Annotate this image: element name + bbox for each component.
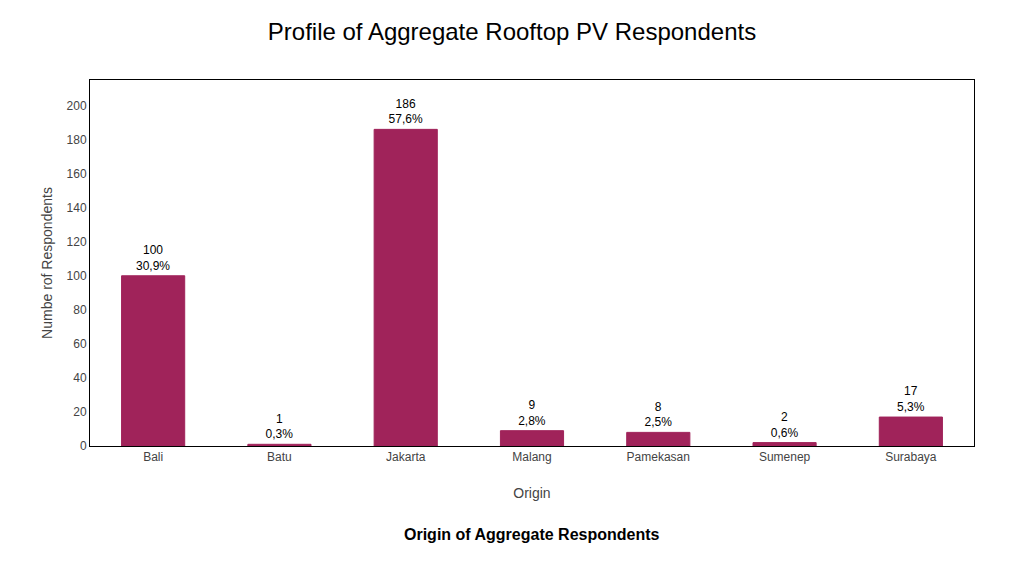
svg-text:82,5%: 82,5% <box>644 400 672 430</box>
svg-text:0: 0 <box>80 439 87 453</box>
svg-text:10,3%: 10,3% <box>266 412 294 442</box>
svg-text:18657,6%: 18657,6% <box>389 97 423 127</box>
svg-text:Pamekasan: Pamekasan <box>627 450 690 464</box>
svg-text:140: 140 <box>67 201 87 215</box>
svg-text:Malang: Malang <box>512 450 551 464</box>
svg-text:Batu: Batu <box>267 450 292 464</box>
svg-text:Jakarta: Jakarta <box>386 450 426 464</box>
svg-text:Origin of Aggregate Respondent: Origin of Aggregate Respondents <box>404 526 660 543</box>
svg-text:Bali: Bali <box>143 450 163 464</box>
svg-text:Numbe rof Respondents: Numbe rof Respondents <box>39 187 55 339</box>
svg-text:60: 60 <box>73 337 87 351</box>
svg-text:40: 40 <box>73 371 87 385</box>
svg-text:175,3%: 175,3% <box>897 384 925 414</box>
svg-text:180: 180 <box>67 133 87 147</box>
svg-text:92,8%: 92,8% <box>518 398 546 428</box>
svg-text:100: 100 <box>67 269 87 283</box>
svg-text:20,6%: 20,6% <box>771 410 799 440</box>
svg-text:10030,9%: 10030,9% <box>136 243 170 273</box>
svg-text:Profile of Aggregate Rooftop P: Profile of Aggregate Rooftop PV Responde… <box>268 18 756 45</box>
svg-text:120: 120 <box>67 235 87 249</box>
svg-text:160: 160 <box>67 167 87 181</box>
svg-text:80: 80 <box>73 303 87 317</box>
svg-text:Origin: Origin <box>513 485 550 501</box>
svg-text:Sumenep: Sumenep <box>759 450 811 464</box>
svg-text:20: 20 <box>73 405 87 419</box>
svg-text:Surabaya: Surabaya <box>885 450 937 464</box>
svg-text:200: 200 <box>67 99 87 113</box>
